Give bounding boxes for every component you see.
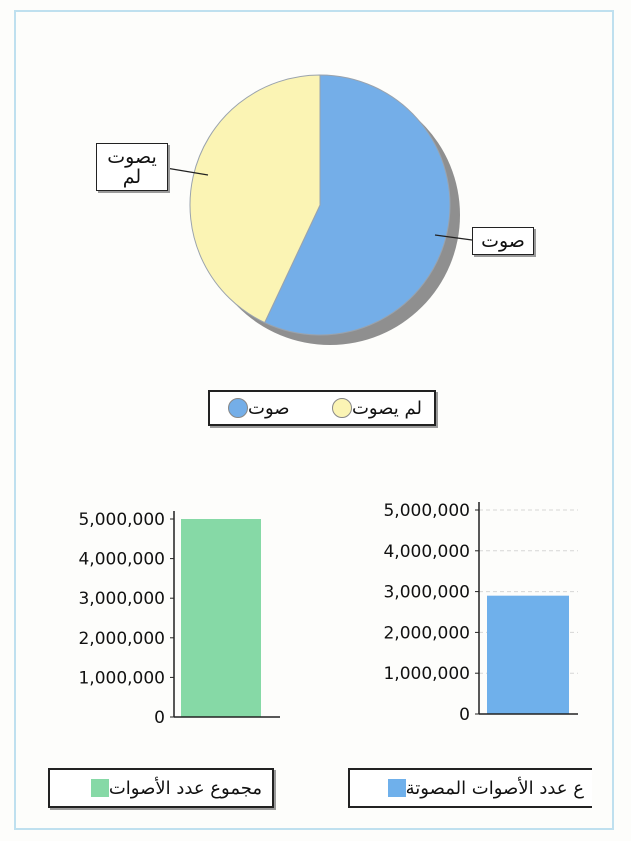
- voted-votes-legend: ع عدد الأصوات المصوتة: [348, 768, 592, 808]
- voted-swatch-icon: [228, 398, 248, 418]
- page-frame: [14, 10, 614, 830]
- pie-slice-not-voted: [189, 74, 321, 324]
- legend-not-voted-label: لم يصوت: [351, 397, 422, 419]
- total-votes-bar-chart: 0 1,000,000 2,000,000 3,000,000 4,000,000 5,0…: [78, 510, 280, 728]
- callout-not-voted-line2: لم: [122, 166, 142, 188]
- bar: [181, 519, 261, 717]
- y-tick-label: 2,000,000: [383, 623, 470, 643]
- total-votes-legend: مجموع عدد الأصوات: [48, 768, 274, 808]
- legend-entry-voted: صوت: [222, 398, 290, 419]
- y-tick-label: 2,000,000: [78, 629, 165, 649]
- bar: [487, 595, 569, 714]
- legend-entry-not-voted: لم يصوت: [326, 398, 422, 419]
- pie-chart: [165, 74, 473, 345]
- y-tick-label: 3,000,000: [383, 583, 470, 603]
- y-tick-label: 0: [459, 705, 470, 725]
- y-tick-label: 5,000,000: [78, 510, 165, 530]
- voted-votes-swatch-icon: [387, 779, 406, 797]
- y-tick-label: 0: [154, 708, 165, 728]
- y-tick-label: 4,000,000: [383, 542, 470, 562]
- not-voted-leader-line: [165, 167, 209, 176]
- voted-votes-bar-chart: 0 1,000,000 2,000,000 3,000,000 4,000,000 5,0…: [383, 501, 578, 725]
- callout-voted: صوت: [472, 227, 534, 255]
- voted-votes-legend-label: ع عدد الأصوات المصوتة: [405, 777, 584, 799]
- y-tick-label: 3,000,000: [78, 589, 165, 609]
- y-tick-label: 5,000,000: [383, 501, 470, 521]
- total-votes-swatch-icon: [90, 779, 109, 797]
- y-tick-label: 4,000,000: [78, 550, 165, 570]
- voted-leader-line: [434, 234, 473, 241]
- total-votes-legend-label: مجموع عدد الأصوات: [108, 777, 262, 799]
- not-voted-swatch-icon: [331, 398, 352, 418]
- y-tick-label: 1,000,000: [78, 668, 165, 688]
- callout-not-voted-line1: يصوت: [107, 146, 157, 168]
- callout-not-voted: يصوت لم: [96, 143, 168, 191]
- y-tick-label: 1,000,000: [383, 664, 470, 684]
- legend-voted-label: صوت: [248, 397, 290, 419]
- callout-voted-label: صوت: [481, 230, 525, 252]
- pie-legend: لم يصوت صوت: [208, 390, 436, 426]
- pie-slice-voted: [263, 74, 451, 336]
